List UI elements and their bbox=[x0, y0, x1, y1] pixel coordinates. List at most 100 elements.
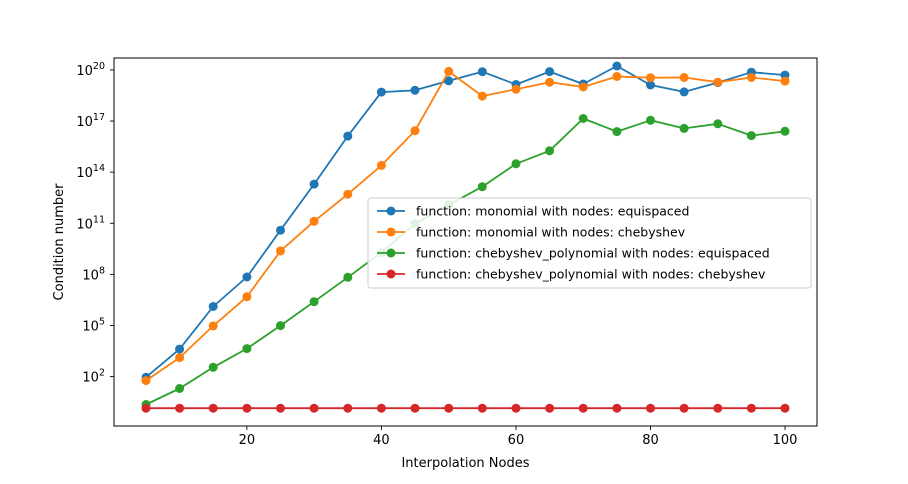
data-point bbox=[410, 85, 420, 95]
legend-entry: function: chebyshev_polynomial with node… bbox=[377, 246, 770, 261]
data-point bbox=[612, 403, 622, 413]
data-point bbox=[343, 131, 353, 141]
legend: function: monomial with nodes: equispace… bbox=[367, 197, 812, 289]
legend-entry: function: monomial with nodes: equispace… bbox=[377, 204, 689, 219]
data-point bbox=[713, 119, 723, 129]
data-point bbox=[242, 292, 252, 302]
data-point bbox=[343, 272, 353, 282]
data-point bbox=[612, 61, 622, 71]
data-point bbox=[646, 80, 655, 90]
data-point bbox=[646, 403, 655, 413]
data-point bbox=[175, 344, 185, 354]
x-axis-label: Interpolation Nodes bbox=[401, 456, 529, 471]
data-point bbox=[309, 179, 319, 189]
data-point bbox=[141, 403, 151, 413]
x-tick-label: 20 bbox=[239, 433, 256, 448]
data-point bbox=[545, 403, 555, 413]
data-point bbox=[746, 73, 756, 82]
legend-swatch-marker bbox=[386, 269, 396, 279]
data-point bbox=[578, 82, 588, 92]
data-point bbox=[679, 123, 689, 133]
series-line-1 bbox=[145, 70, 786, 382]
legend-swatch-marker bbox=[386, 248, 396, 258]
data-point bbox=[175, 384, 185, 393]
data-point bbox=[242, 403, 252, 413]
legend-box bbox=[367, 197, 812, 289]
data-point bbox=[511, 159, 521, 169]
data-point bbox=[309, 297, 319, 307]
data-point bbox=[276, 321, 285, 331]
legend-label: function: chebyshev_polynomial with node… bbox=[416, 246, 770, 261]
x-tick-label: 100 bbox=[773, 433, 798, 448]
data-point bbox=[175, 403, 185, 413]
plot-frame bbox=[113, 57, 818, 427]
data-point bbox=[175, 353, 185, 363]
data-point bbox=[444, 66, 454, 76]
data-point bbox=[545, 67, 555, 77]
y-tick-label: 105 bbox=[82, 316, 105, 334]
data-point bbox=[376, 160, 386, 170]
data-point bbox=[511, 84, 521, 94]
data-point bbox=[477, 67, 487, 77]
data-point bbox=[713, 77, 723, 87]
data-point bbox=[444, 76, 454, 86]
data-point bbox=[141, 376, 151, 386]
data-point bbox=[578, 403, 588, 413]
y-tick-label: 102 bbox=[82, 368, 105, 386]
data-point bbox=[612, 72, 622, 81]
y-tick-label: 1011 bbox=[76, 214, 105, 232]
data-point bbox=[208, 403, 218, 413]
data-point bbox=[410, 126, 420, 136]
x-tick-label: 80 bbox=[642, 433, 659, 448]
legend-label: function: chebyshev_polynomial with node… bbox=[416, 267, 766, 282]
series-line-0 bbox=[145, 65, 786, 378]
y-axis-ticks: 102 105 108 1011 1014 1017 1020 bbox=[76, 61, 114, 386]
series-3 bbox=[141, 403, 790, 413]
data-point bbox=[376, 87, 386, 97]
data-point bbox=[545, 77, 555, 87]
data-point bbox=[343, 403, 353, 413]
data-point bbox=[208, 321, 218, 331]
legend-swatch-marker bbox=[386, 227, 396, 237]
data-point bbox=[242, 272, 252, 282]
data-point bbox=[376, 403, 386, 413]
data-point bbox=[276, 225, 285, 235]
data-point bbox=[208, 302, 218, 311]
y-tick-label: 108 bbox=[82, 265, 105, 283]
data-point bbox=[612, 127, 622, 137]
data-point bbox=[545, 146, 555, 156]
x-tick-label: 40 bbox=[373, 433, 390, 448]
data-point bbox=[276, 403, 285, 413]
data-point bbox=[679, 87, 689, 97]
data-point bbox=[679, 73, 689, 82]
data-point bbox=[713, 403, 723, 413]
data-point bbox=[343, 189, 353, 199]
data-point bbox=[242, 344, 252, 354]
legend-label: function: monomial with nodes: chebyshev bbox=[416, 225, 686, 240]
legend-entry: function: chebyshev_polynomial with node… bbox=[377, 267, 766, 282]
series-1 bbox=[141, 66, 790, 386]
data-point bbox=[477, 182, 487, 192]
data-point bbox=[511, 403, 521, 413]
data-point bbox=[477, 91, 487, 101]
y-tick-label: 1014 bbox=[76, 163, 105, 181]
data-point bbox=[679, 403, 689, 413]
data-point bbox=[477, 403, 487, 413]
data-point bbox=[780, 403, 790, 413]
data-point bbox=[578, 114, 588, 123]
data-point bbox=[746, 131, 756, 141]
legend-label: function: monomial with nodes: equispace… bbox=[416, 204, 689, 219]
data-point bbox=[208, 362, 218, 372]
data-point bbox=[309, 403, 319, 413]
x-axis-ticks: 20 40 60 80 100 bbox=[239, 426, 798, 448]
data-point bbox=[444, 403, 454, 413]
data-point bbox=[780, 76, 790, 86]
y-tick-label: 1020 bbox=[76, 61, 105, 79]
legend-swatch-marker bbox=[386, 206, 396, 216]
data-point bbox=[309, 216, 319, 226]
data-point bbox=[780, 126, 790, 136]
y-axis-label: Condition number bbox=[52, 183, 67, 301]
y-tick-label: 1017 bbox=[76, 112, 105, 130]
series-layer bbox=[141, 61, 790, 413]
